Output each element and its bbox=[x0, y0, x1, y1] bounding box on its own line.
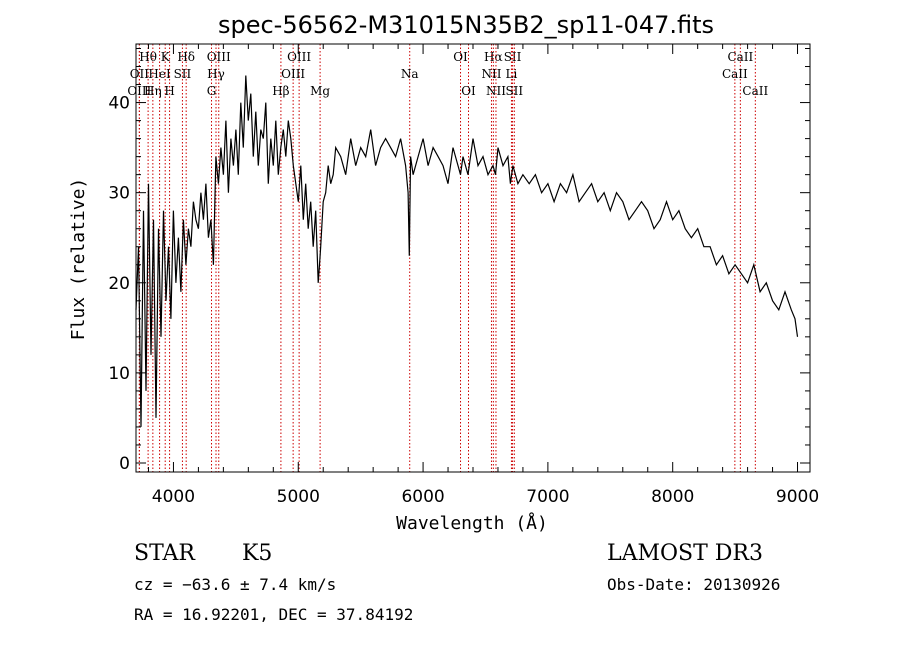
y-axis-label: Flux (relative) bbox=[68, 178, 89, 341]
spectral-line-label: CaII bbox=[727, 50, 753, 64]
y-axis-ticks: 0 10 20 30 40 bbox=[108, 48, 810, 474]
spectral-line-label: Hγ bbox=[207, 67, 225, 81]
x-axis-label: Wavelength (Å) bbox=[396, 512, 548, 534]
x-tick-label: 4000 bbox=[152, 487, 195, 507]
spectrum-series-line bbox=[135, 75, 799, 427]
spectral-line-label: Na bbox=[401, 67, 419, 81]
spectral-line-label: NII bbox=[481, 67, 501, 81]
spectral-line-label: OI bbox=[461, 84, 476, 98]
x-tick-label: 5000 bbox=[277, 487, 320, 507]
x-axis-ticks: 4000 5000 6000 7000 8000 9000 bbox=[147, 44, 819, 507]
y-tick-label: 30 bbox=[108, 184, 130, 204]
object-subclass: K5 bbox=[242, 541, 273, 566]
object-class: STAR bbox=[134, 541, 195, 566]
spectral-line-label: Hθ bbox=[139, 50, 157, 64]
spectral-line-label: H bbox=[164, 84, 174, 98]
spectrum-chart: spec-56562-M31015N35B2_sp11-047.fits Hθ O… bbox=[68, 11, 819, 534]
spectral-line-label: Hδ bbox=[177, 50, 195, 64]
spectral-line-label: CaII bbox=[722, 67, 748, 81]
spectral-line-label: Hβ bbox=[272, 84, 289, 98]
spectral-line-label: Mg bbox=[310, 84, 330, 98]
spectral-line-label: Li bbox=[506, 67, 518, 81]
spectral-line-label: OIII bbox=[207, 50, 231, 64]
spectral-line-label: K bbox=[161, 50, 171, 64]
spectral-line-label: OIII bbox=[287, 50, 311, 64]
spectral-line-label: Hη bbox=[144, 84, 162, 98]
spectral-line-label: HeI bbox=[148, 67, 171, 81]
chart-title: spec-56562-M31015N35B2_sp11-047.fits bbox=[218, 11, 714, 39]
y-tick-label: 0 bbox=[119, 454, 130, 474]
redshift-readout: cz = −63.6 ± 7.4 km/s bbox=[134, 575, 337, 594]
spectral-line-label: OIII bbox=[127, 84, 151, 98]
spectral-line-label: G bbox=[207, 84, 217, 98]
x-tick-label: 8000 bbox=[651, 487, 694, 507]
spectral-line-label: Hα bbox=[484, 50, 503, 64]
survey-name: LAMOST DR3 bbox=[607, 541, 763, 566]
spectral-line-label: OI bbox=[453, 50, 468, 64]
spectral-line-label: CaII bbox=[742, 84, 768, 98]
spectral-line-label: NII bbox=[486, 84, 506, 98]
y-tick-label: 20 bbox=[108, 274, 130, 294]
ra-dec-readout: RA = 16.92201, DEC = 37.84192 bbox=[134, 605, 414, 624]
x-tick-label: 9000 bbox=[776, 487, 819, 507]
spectral-line-label: OII bbox=[130, 67, 150, 81]
plot-frame bbox=[135, 43, 811, 473]
y-tick-label: 10 bbox=[108, 364, 130, 384]
spectral-line-label: OIII bbox=[281, 67, 305, 81]
obs-date: Obs-Date: 20130926 bbox=[607, 575, 781, 594]
spectral-line-label: SII bbox=[504, 50, 522, 64]
y-tick-label: 40 bbox=[108, 94, 130, 114]
spectral-line-label: SII bbox=[174, 67, 192, 81]
x-tick-label: 6000 bbox=[401, 487, 444, 507]
spectral-line-label: SII bbox=[505, 84, 523, 98]
x-tick-label: 7000 bbox=[526, 487, 569, 507]
